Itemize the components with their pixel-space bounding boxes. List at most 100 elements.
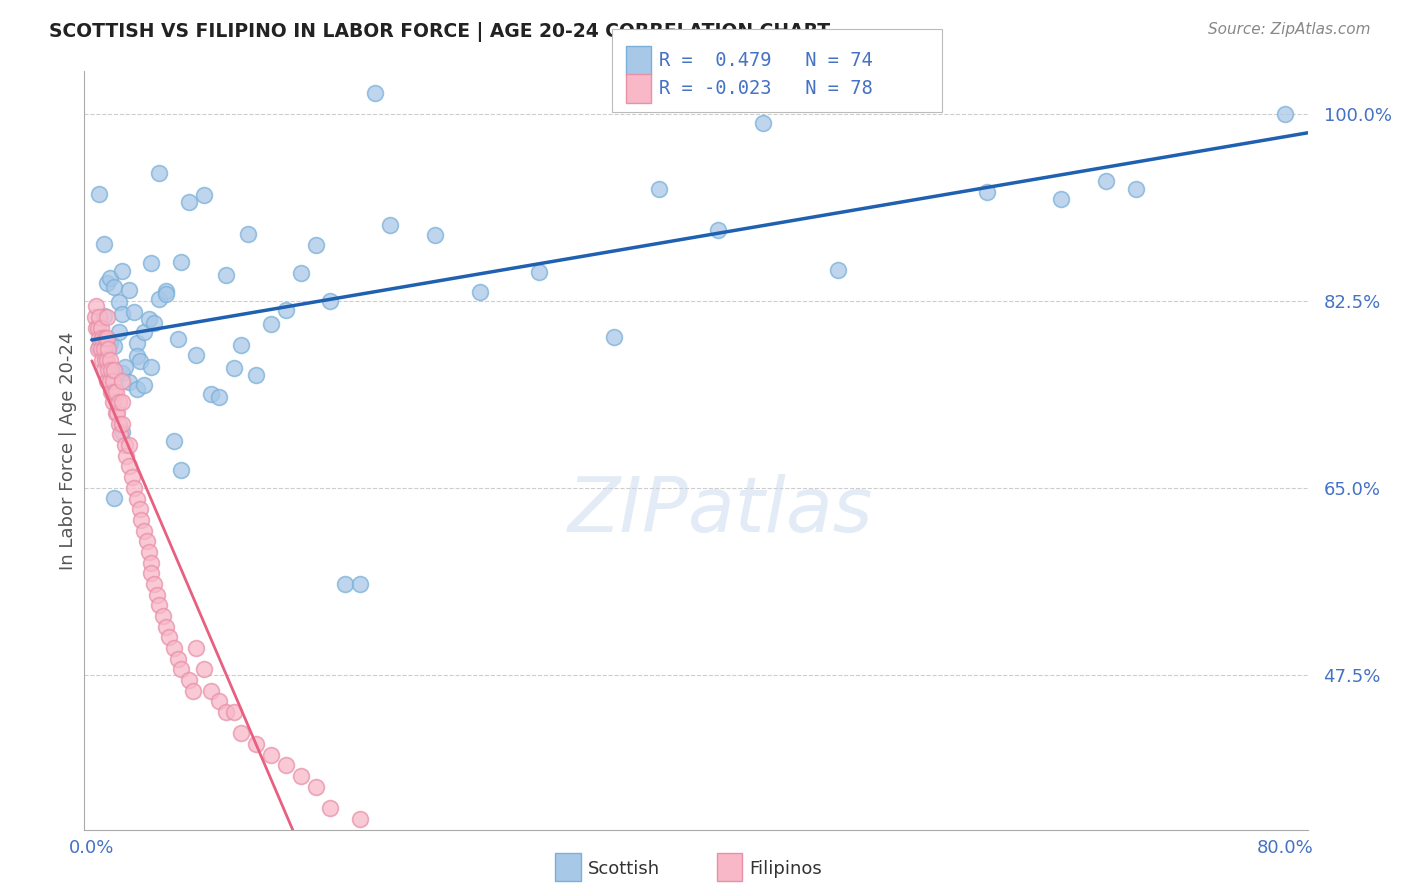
Point: [96, 339, 118, 353]
Point: [245, 368, 267, 383]
Point: [111, 264, 134, 278]
Point: [93, 310, 115, 324]
Point: [260, 747, 283, 762]
Point: [96, 276, 118, 290]
Y-axis label: In Labor Force | Age 20-24: In Labor Force | Age 20-24: [59, 331, 77, 570]
Point: [163, 640, 186, 655]
Point: [107, 325, 129, 339]
Point: [83, 310, 105, 324]
Point: [170, 662, 193, 676]
Point: [752, 116, 775, 130]
Point: [125, 491, 148, 506]
Point: [304, 780, 326, 794]
Point: [84, 320, 107, 334]
Point: [155, 620, 177, 634]
Text: ZIPatlas: ZIPatlas: [568, 475, 873, 548]
Point: [1274, 107, 1296, 121]
Point: [364, 86, 387, 100]
Point: [1095, 174, 1118, 188]
Point: [94, 352, 117, 367]
Point: [122, 481, 145, 495]
Point: [167, 651, 190, 665]
Point: [121, 470, 143, 484]
Point: [647, 182, 669, 196]
Point: [118, 283, 141, 297]
Point: [125, 382, 148, 396]
Text: R =  0.479   N = 74: R = 0.479 N = 74: [659, 51, 873, 70]
Point: [100, 363, 122, 377]
Point: [148, 292, 170, 306]
Point: [118, 459, 141, 474]
Point: [96, 352, 118, 367]
Point: [96, 310, 118, 324]
Point: [132, 524, 155, 538]
Point: [128, 502, 150, 516]
Point: [170, 463, 193, 477]
Point: [97, 342, 120, 356]
Point: [319, 801, 342, 815]
Point: [143, 577, 166, 591]
Point: [177, 673, 200, 687]
Point: [132, 378, 155, 392]
Point: [111, 395, 134, 409]
Point: [193, 187, 215, 202]
Point: [229, 338, 252, 352]
Point: [146, 588, 169, 602]
Point: [141, 359, 163, 374]
Point: [290, 266, 312, 280]
Point: [181, 683, 204, 698]
Point: [163, 434, 186, 449]
Point: [468, 285, 491, 299]
Point: [222, 705, 245, 719]
Point: [93, 363, 115, 377]
Point: [108, 427, 131, 442]
Point: [148, 165, 170, 179]
Point: [103, 384, 125, 399]
Point: [167, 332, 190, 346]
Point: [222, 361, 245, 376]
Point: [141, 256, 163, 270]
Point: [91, 352, 114, 367]
Point: [103, 339, 125, 353]
Point: [335, 577, 357, 591]
Point: [177, 195, 200, 210]
Point: [152, 609, 174, 624]
Point: [304, 238, 326, 252]
Point: [118, 438, 141, 452]
Point: [89, 310, 111, 324]
Point: [148, 599, 170, 613]
Point: [193, 662, 215, 676]
Point: [186, 348, 208, 362]
Point: [274, 303, 297, 318]
Point: [238, 227, 260, 241]
Point: [111, 417, 134, 431]
Point: [107, 417, 129, 431]
Point: [118, 375, 141, 389]
Point: [89, 340, 111, 354]
Point: [319, 293, 342, 308]
Point: [114, 438, 136, 452]
Point: [87, 320, 110, 334]
Point: [186, 640, 208, 655]
Point: [200, 386, 222, 401]
Point: [380, 219, 402, 233]
Point: [104, 406, 127, 420]
Point: [707, 223, 730, 237]
Point: [157, 631, 180, 645]
Point: [103, 363, 125, 377]
Point: [143, 316, 166, 330]
Point: [200, 683, 222, 698]
Point: [90, 320, 112, 334]
Point: [423, 227, 446, 242]
Point: [91, 331, 114, 345]
Point: [132, 325, 155, 339]
Point: [103, 491, 125, 506]
Point: [138, 312, 160, 326]
Point: [87, 342, 110, 356]
Text: Filipinos: Filipinos: [749, 860, 823, 878]
Point: [260, 318, 283, 332]
Point: [104, 384, 127, 399]
Point: [105, 406, 128, 420]
Point: [207, 694, 229, 708]
Point: [107, 294, 129, 309]
